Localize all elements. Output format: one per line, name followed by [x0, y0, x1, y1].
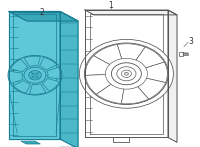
- Wedge shape: [11, 59, 28, 72]
- Wedge shape: [24, 56, 40, 67]
- Wedge shape: [117, 44, 145, 60]
- Circle shape: [124, 72, 128, 75]
- Polygon shape: [168, 10, 177, 142]
- Wedge shape: [138, 78, 166, 99]
- Circle shape: [117, 67, 136, 81]
- Wedge shape: [85, 75, 111, 94]
- Text: 3: 3: [188, 37, 193, 46]
- Circle shape: [8, 55, 62, 95]
- Wedge shape: [94, 45, 122, 65]
- Wedge shape: [146, 62, 167, 83]
- Polygon shape: [9, 11, 60, 139]
- Wedge shape: [85, 56, 110, 75]
- Polygon shape: [179, 52, 183, 56]
- Polygon shape: [183, 52, 188, 55]
- Circle shape: [121, 70, 131, 77]
- Polygon shape: [60, 11, 78, 147]
- Circle shape: [24, 67, 46, 83]
- Text: 2: 2: [40, 8, 44, 17]
- Polygon shape: [21, 141, 40, 144]
- Wedge shape: [13, 80, 31, 93]
- Wedge shape: [136, 47, 164, 68]
- Polygon shape: [85, 10, 177, 15]
- Polygon shape: [9, 11, 78, 21]
- Circle shape: [84, 43, 168, 105]
- Wedge shape: [30, 84, 46, 94]
- Circle shape: [111, 63, 141, 85]
- Wedge shape: [121, 87, 149, 104]
- Polygon shape: [113, 137, 129, 142]
- Wedge shape: [96, 84, 124, 104]
- Wedge shape: [42, 78, 59, 91]
- Wedge shape: [39, 57, 57, 70]
- Text: 1: 1: [109, 1, 113, 10]
- Wedge shape: [47, 67, 61, 79]
- Circle shape: [32, 73, 38, 77]
- Wedge shape: [9, 71, 23, 83]
- Circle shape: [29, 71, 41, 80]
- Circle shape: [79, 39, 173, 108]
- Polygon shape: [85, 10, 168, 137]
